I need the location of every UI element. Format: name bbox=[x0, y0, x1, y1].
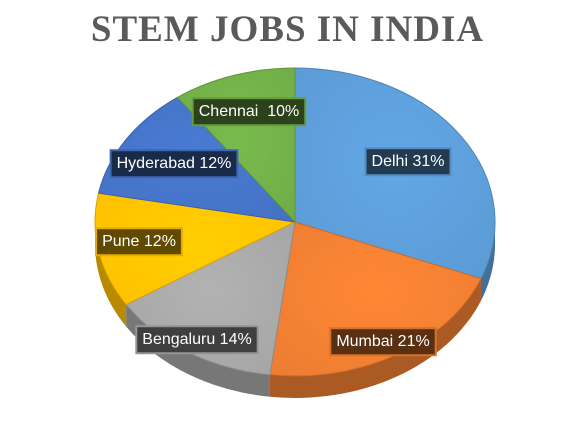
slice-label-bengaluru: Bengaluru 14% bbox=[135, 325, 259, 355]
slice-label-box bbox=[109, 149, 239, 179]
slice-label-text: Pune 12% bbox=[102, 233, 176, 250]
slice-label-pune: Pune 12% bbox=[95, 227, 183, 257]
chart-title: STEM JOBS IN INDIA bbox=[90, 9, 485, 50]
pie-side-delhi bbox=[480, 222, 495, 301]
slice-label-hyderabad: Hyderabad 12% bbox=[109, 149, 239, 179]
slice-label-box bbox=[135, 325, 259, 355]
slice-label-text: Hyderabad 12% bbox=[117, 155, 232, 172]
slice-label-text: Mumbai 21% bbox=[336, 333, 429, 350]
pie-side-bengaluru bbox=[126, 304, 270, 397]
pie-side-mumbai bbox=[269, 278, 481, 399]
slice-label-delhi: Delhi 31% bbox=[364, 147, 452, 177]
slice-label-box bbox=[329, 327, 437, 357]
slice-label-text: Chennai 10% bbox=[199, 103, 300, 120]
slice-label-box bbox=[364, 147, 452, 177]
slice-label-mumbai: Mumbai 21% bbox=[329, 327, 437, 357]
slice-label-chennai: Chennai 10% bbox=[191, 97, 307, 127]
pie-side-pune bbox=[95, 222, 127, 327]
slice-label-box bbox=[191, 97, 307, 127]
slice-label-text: Delhi 31% bbox=[372, 153, 445, 170]
slice-label-text: Bengaluru 14% bbox=[142, 331, 251, 348]
slice-label-box bbox=[95, 227, 183, 257]
